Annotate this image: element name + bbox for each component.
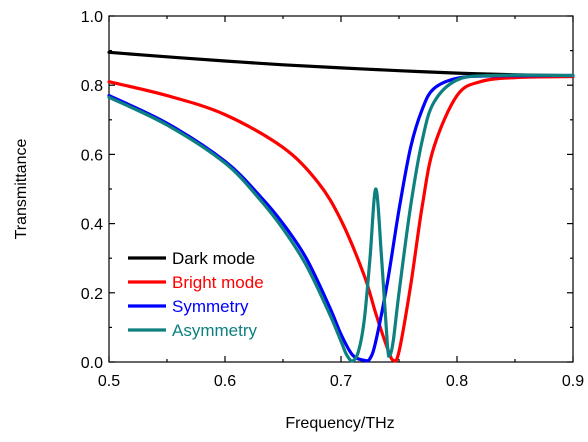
- y-tick-label: 0.0: [81, 355, 103, 372]
- x-tick-label: 0.7: [330, 373, 352, 390]
- legend-label-dark-mode: Dark mode: [172, 249, 255, 268]
- legend-label-symmetry: Symmetry: [172, 297, 249, 316]
- x-tick-label: 0.9: [562, 373, 584, 390]
- y-axis-label: Transmittance: [13, 139, 30, 240]
- x-axis-label: Frequency/THz: [285, 415, 394, 432]
- y-tick-label: 0.2: [81, 286, 103, 303]
- series-line-symmetry: [107, 73, 575, 363]
- tick-layer: 0.5 0.6 0.7 0.8 0.9 0.0 0.2 0.4 0.6 0.8 1.0: [81, 9, 584, 390]
- legend: Dark mode Bright mode Symmetry Asymmetry: [128, 249, 264, 340]
- series-layer: [107, 50, 575, 363]
- series-line-dark-mode: [107, 50, 575, 78]
- x-tick-label: 0.8: [446, 373, 468, 390]
- y-tick-label: 0.4: [81, 217, 103, 234]
- y-tick-label: 0.8: [81, 78, 103, 95]
- series-line-bright-mode: [107, 74, 575, 363]
- x-tick-label: 0.5: [98, 373, 120, 390]
- y-tick-label: 1.0: [81, 9, 103, 26]
- series-line-asymmetry: [107, 73, 575, 363]
- legend-label-asymmetry: Asymmetry: [172, 321, 258, 340]
- y-tick-label: 0.6: [81, 147, 103, 164]
- legend-label-bright-mode: Bright mode: [172, 273, 264, 292]
- x-tick-label: 0.6: [214, 373, 236, 390]
